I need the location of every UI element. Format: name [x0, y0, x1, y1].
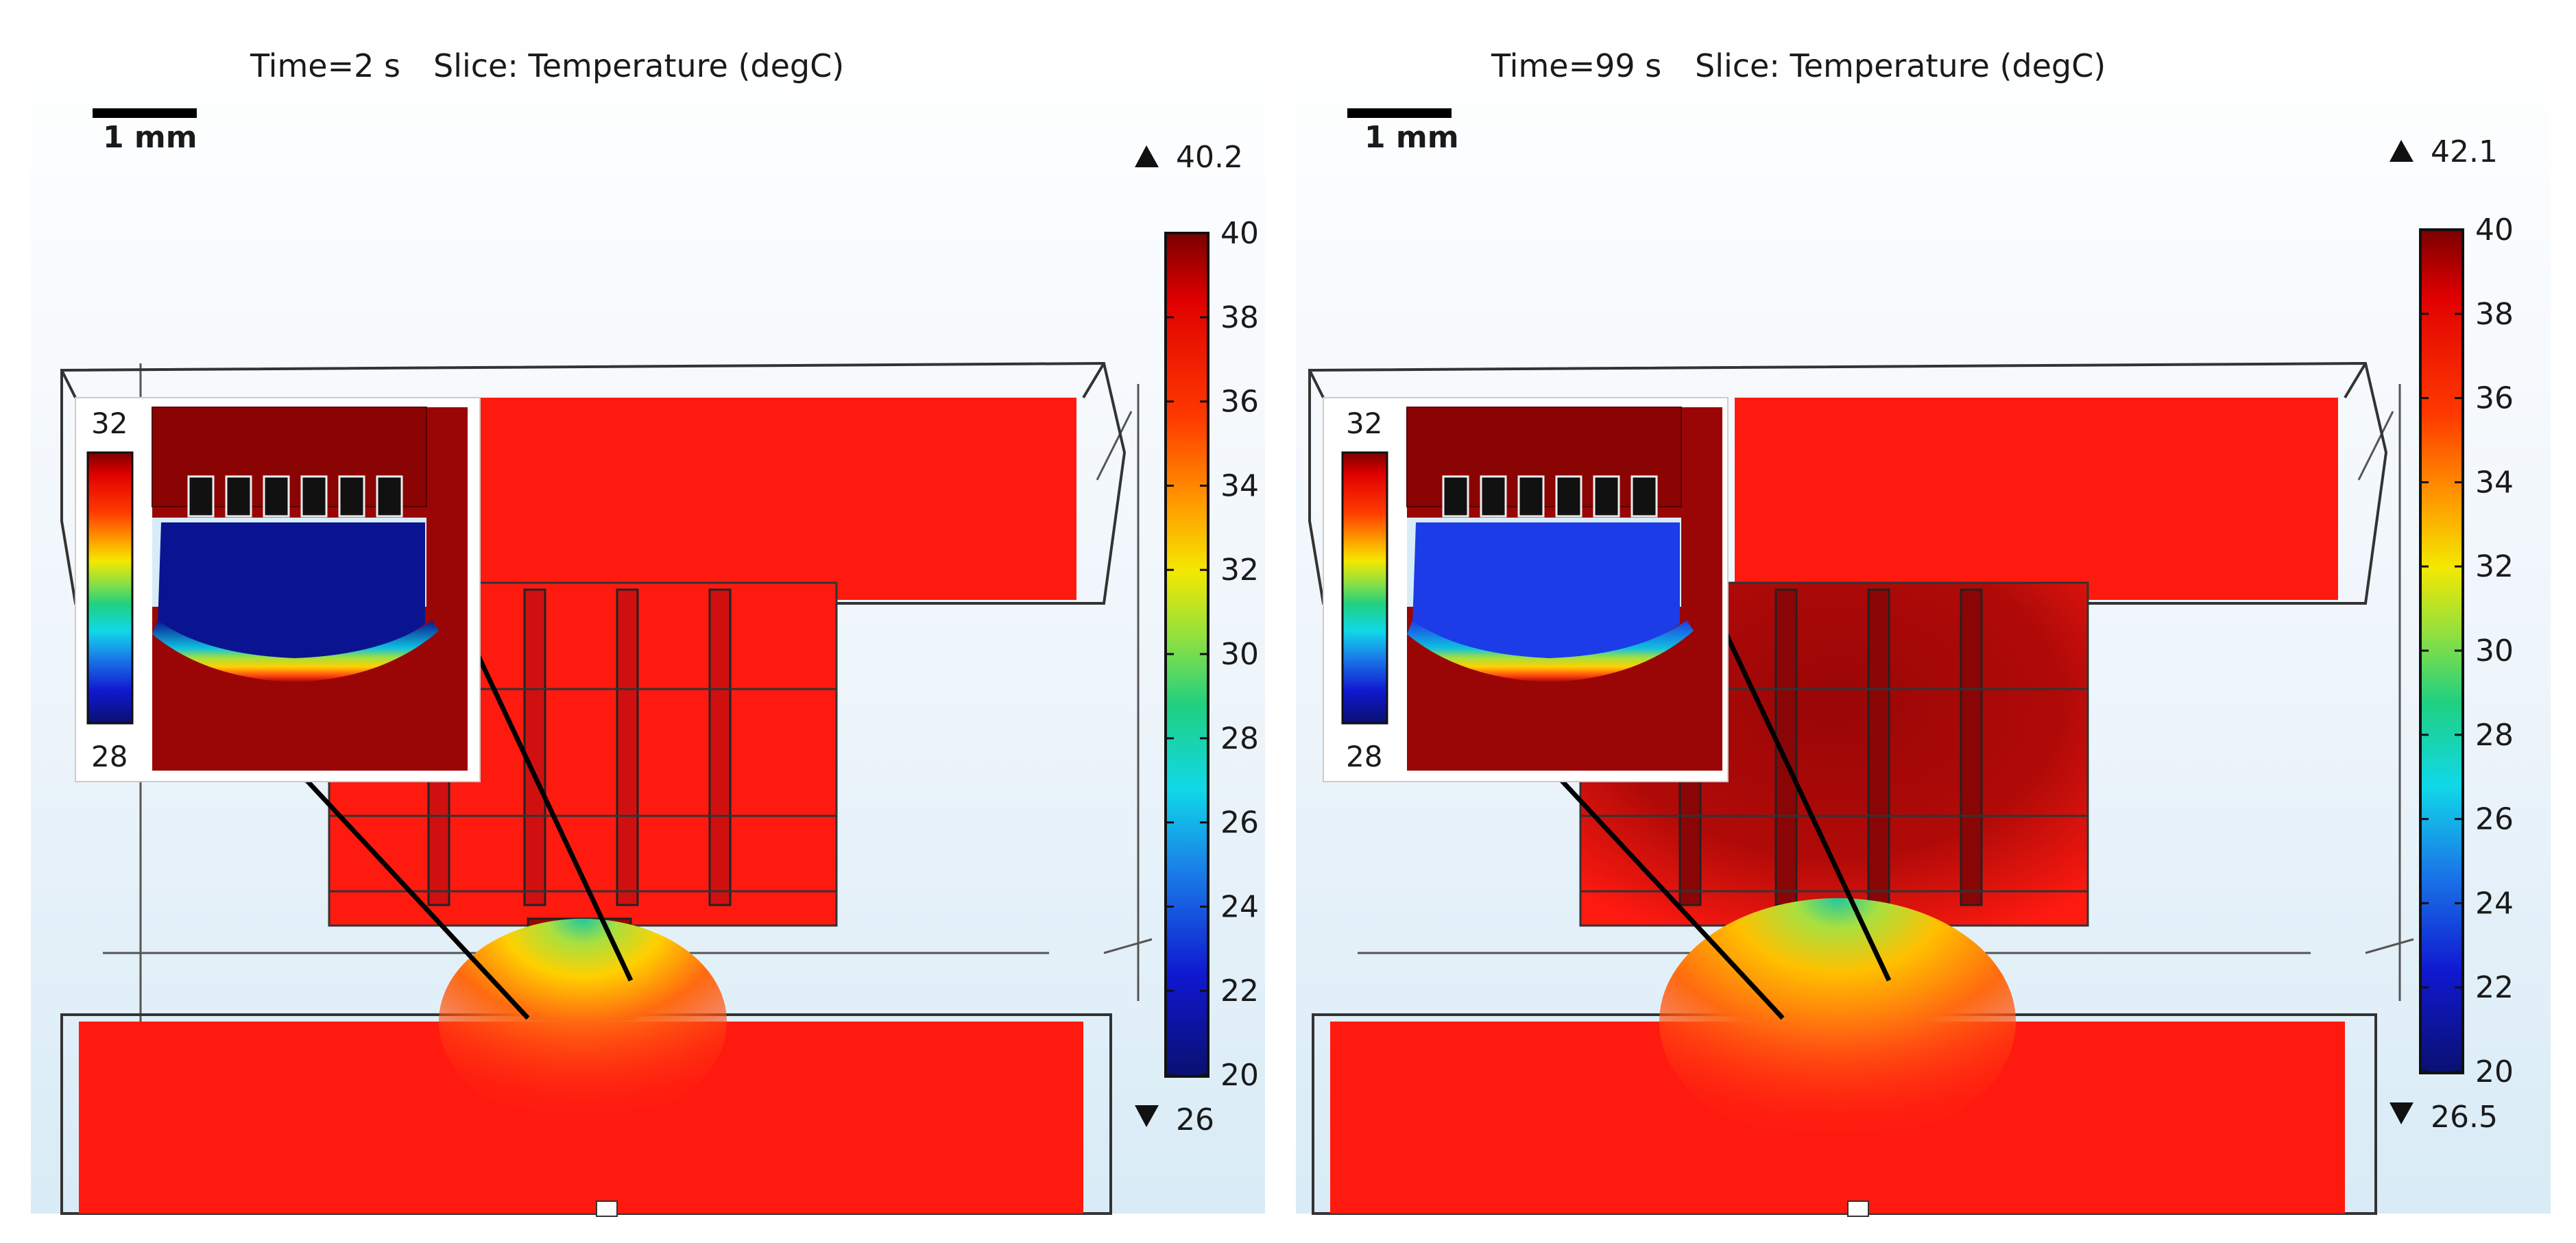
- colorbar-tick-label: 36: [2475, 381, 2514, 416]
- main-colorbar: 40.2 26 40 38 36 34 32 30 28 26 24 22 20: [1135, 140, 1259, 1137]
- colorbar-tick-label: 24: [2475, 886, 2514, 921]
- colorbar-min-label: 26: [1176, 1102, 1214, 1137]
- slice-label: Slice: Temperature (degC): [433, 47, 844, 84]
- upper-housing: [60, 361, 1127, 605]
- upper-heat-block: [1735, 398, 2338, 600]
- max-arrow-icon: [1135, 145, 1159, 167]
- slice-label: Slice: Temperature (degC): [1695, 47, 2106, 84]
- time-label: Time=2 s: [250, 47, 400, 84]
- inset-min-label: 28: [91, 740, 128, 773]
- colorbar-tick-label: 34: [2475, 465, 2514, 500]
- colorbar-tick-label: 26: [2475, 802, 2514, 837]
- simulation-panel-right: Time=99 s Slice: Temperature (degC) 1 mm: [1289, 0, 2576, 1243]
- inset-colorbar: [1341, 451, 1388, 725]
- scale-bar-label: 1 mm: [103, 120, 197, 155]
- colorbar-tick-label: 36: [1220, 385, 1259, 420]
- inset-min-label: 28: [1346, 740, 1382, 773]
- colorbar-tick-label: 38: [1220, 300, 1259, 335]
- scale-bar-label: 1 mm: [1364, 120, 1459, 155]
- colorbar-tick-label: 34: [1220, 468, 1259, 503]
- colorbar-max-label: 42.1: [2431, 134, 2498, 169]
- min-arrow-icon: [2390, 1102, 2414, 1124]
- colorbar-tick-label: 26: [1220, 806, 1259, 841]
- inset-max-label: 32: [91, 407, 128, 440]
- colorbar-tick-label: 22: [1220, 974, 1259, 1009]
- colorbar-ticks: 40 38 36 34 32 30 28 26 24 22 20: [2420, 213, 2514, 1089]
- inset-pins: [187, 475, 403, 518]
- colorbar-tick-label: 28: [1220, 721, 1259, 756]
- colorbar-tick-label: 32: [1220, 553, 1259, 588]
- scale-bar: [1347, 108, 1452, 118]
- substrate-marker: [596, 1200, 618, 1217]
- colorbar-tick-label: 22: [2475, 970, 2514, 1005]
- colorbar-ticks: 40 38 36 34 32 30 28 26 24 22 20: [1166, 216, 1259, 1093]
- colorbar-tick-label: 32: [2475, 549, 2514, 584]
- colorbar-max-label: 40.2: [1176, 140, 1243, 175]
- scale-bar: [93, 108, 197, 118]
- main-colorbar: 42.1 26.5 40 38 36 34 32 30 28 26 24 22 20: [2390, 134, 2514, 1135]
- colorbar-tick-label: 38: [2475, 297, 2514, 332]
- inset-cold-region: [1412, 522, 1680, 658]
- inset-cold-region: [158, 522, 425, 658]
- colorbar-tick-label: 40: [2475, 213, 2514, 248]
- colorbar-tick-label: 30: [1220, 637, 1259, 672]
- inset-gradient-edge: [1407, 620, 1694, 682]
- colorbar-tick-label: 24: [1220, 889, 1259, 924]
- cooling-hotspot: [1659, 898, 2016, 1145]
- colorbar-tick-label: 30: [2475, 633, 2514, 668]
- inset-pins: [1442, 475, 1658, 518]
- upper-heat-block: [473, 398, 1076, 600]
- zoom-inset: 32 28: [75, 397, 481, 782]
- colorbar-min-label: 26.5: [2431, 1100, 2498, 1135]
- zoom-inset: 32 28: [1323, 397, 1729, 782]
- substrate-marker: [1847, 1200, 1869, 1217]
- colorbar-tick-label: 20: [1220, 1058, 1259, 1093]
- simulation-panel-left: Time=2 s Slice: Temperature (degC) 1 mm: [31, 21, 1265, 1217]
- upper-housing: [1308, 361, 2388, 605]
- max-arrow-icon: [2390, 140, 2414, 162]
- inset-max-label: 32: [1346, 407, 1382, 440]
- inset-gradient-edge: [152, 620, 439, 682]
- cooling-hotspot: [439, 919, 727, 1124]
- inset-colorbar: [86, 451, 134, 725]
- colorbar-tick-label: 40: [1220, 216, 1259, 251]
- min-arrow-icon: [1135, 1105, 1159, 1127]
- time-label: Time=99 s: [1491, 47, 1661, 84]
- colorbar-tick-label: 20: [2475, 1054, 2514, 1089]
- colorbar-tick-label: 28: [2475, 718, 2514, 753]
